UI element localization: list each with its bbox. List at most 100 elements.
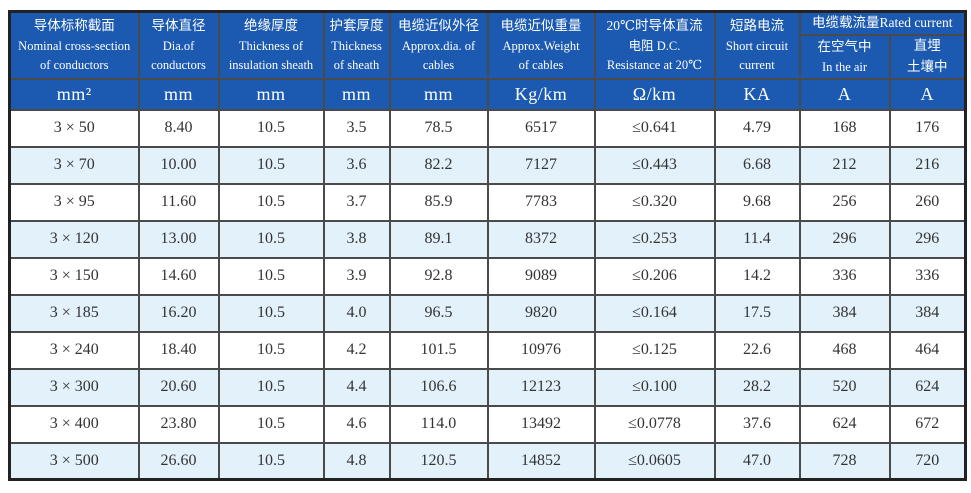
table-cell: 3 × 400 (8, 404, 140, 444)
col-header-zh: 短路电流 (730, 18, 784, 34)
table-cell: 336 (888, 256, 967, 296)
table-cell: 9820 (486, 293, 596, 333)
table-cell: 336 (798, 256, 891, 296)
col-header-approx-weight: 电缆近似重量 Approx.Weight of cables (486, 10, 596, 80)
table-cell: 10.00 (137, 145, 220, 185)
col-header-zh: 导体标称截面 (33, 18, 115, 34)
table-cell: 6517 (486, 108, 596, 148)
table-cell: 4.6 (322, 404, 391, 444)
table-cell: 9089 (486, 256, 596, 296)
col-header-zh: 导体直径 (151, 18, 206, 34)
unit-cell: Ω/km (593, 77, 716, 111)
table-cell: ≤0.0605 (593, 441, 716, 481)
table-cell: 624 (888, 367, 967, 407)
header-row-units: mm² mm mm mm mm Kg/km Ω/km KA A A (8, 77, 967, 111)
subheader-zh: 在空气中 (817, 39, 872, 54)
table-cell: 82.2 (388, 145, 489, 185)
header-row-sub: 在空气中 In the air 直埋 土壤中 (10, 33, 967, 80)
table-cell: 3 × 95 (8, 182, 140, 222)
table-row: 3 × 95 11.60 10.5 3.7 85.9 7783 ≤0.320 9.68 256 2… (8, 182, 967, 222)
table-cell: 3.5 (322, 108, 391, 148)
col-header-zh: 护套厚度 (329, 18, 384, 34)
table-cell: 14.60 (137, 256, 220, 296)
subheader-en: In the air (821, 59, 868, 74)
table-cell: 256 (798, 182, 891, 222)
table-cell: 120.5 (388, 441, 489, 481)
col-header-en1: Approx.Weight (502, 39, 580, 54)
table-cell: 14.2 (713, 256, 801, 296)
table-cell: 3 × 300 (8, 367, 140, 407)
table-cell: 10.5 (217, 404, 325, 444)
table-cell: 85.9 (388, 182, 489, 222)
table-cell: 10.5 (217, 293, 325, 333)
table-cell: 10.5 (217, 441, 325, 481)
table-cell: 10.5 (217, 182, 325, 222)
col-header-zh: 绝缘厚度 (244, 18, 298, 34)
table-row: 3 × 120 13.00 10.5 3.8 89.1 8372 ≤0.253 11.4 296… (8, 219, 967, 259)
table-cell: 720 (888, 441, 967, 481)
table-cell: 11.4 (713, 219, 801, 259)
table-cell: 7783 (486, 182, 596, 222)
col-header-nominal-cross-section: 导体标称截面 Nominal cross-section of conducto… (8, 10, 140, 80)
table-cell: ≤0.641 (593, 108, 716, 148)
table-cell: 384 (888, 293, 967, 333)
col-header-en1: Short circuit (725, 39, 789, 54)
col-header-buried-in-soil: 直埋 土壤中 (888, 33, 967, 80)
table-cell: 26.60 (137, 441, 220, 481)
table-row: 3 × 185 16.20 10.5 4.0 96.5 9820 ≤0.164 17.5 384… (8, 293, 967, 333)
unit-cell: mm (137, 77, 220, 111)
table-cell: 4.79 (713, 108, 801, 148)
col-header-en1: Dia.of (162, 39, 195, 54)
table-cell: 14852 (486, 441, 596, 481)
table-cell: 3 × 50 (8, 108, 140, 148)
table-cell: 3.6 (322, 145, 391, 185)
table-header: 导体标称截面 Nominal cross-section of conducto… (8, 10, 967, 111)
table-cell: 101.5 (388, 330, 489, 370)
table-cell: 106.6 (388, 367, 489, 407)
col-header-approx-diameter: 电缆近似外径 Approx.dia. of cables (388, 10, 489, 80)
table-cell: 114.0 (388, 404, 489, 444)
table-cell: 3 × 240 (8, 330, 140, 370)
table-cell: 10976 (486, 330, 596, 370)
table-cell: 9.68 (713, 182, 801, 222)
table-cell: 168 (798, 108, 891, 148)
table-cell: ≤0.206 (593, 256, 716, 296)
table-cell: 3.8 (322, 219, 391, 259)
table-cell: 4.2 (322, 330, 391, 370)
table-cell: 47.0 (713, 441, 801, 481)
table-cell: 20.60 (137, 367, 220, 407)
table-cell: 4.0 (322, 293, 391, 333)
unit-cell: mm² (8, 77, 140, 111)
table-cell: 176 (888, 108, 967, 148)
table-cell: 10.5 (217, 330, 325, 370)
col-header-zh: 20℃时导体直流 (606, 18, 703, 34)
col-header-en2: of conductors (40, 57, 109, 72)
table-cell: 728 (798, 441, 891, 481)
table-cell: 296 (888, 219, 967, 259)
col-header-short-circuit-current: 短路电流 Short circuit current (713, 10, 801, 80)
table-cell: 464 (888, 330, 967, 370)
table-cell: 468 (798, 330, 891, 370)
header-row-top: 导体标称截面 Nominal cross-section of conducto… (8, 10, 967, 80)
table-cell: ≤0.100 (593, 367, 716, 407)
table-row: 3 × 50 8.40 10.5 3.5 78.5 6517 ≤0.641 4.79 168 17… (8, 108, 967, 148)
table-cell: 28.2 (713, 367, 801, 407)
table-row: 3 × 300 20.60 10.5 4.4 106.6 12123 ≤0.100 28.2 5… (8, 367, 967, 407)
table-cell: 96.5 (388, 293, 489, 333)
col-header-en1: 电阻 D.C. (628, 39, 681, 54)
col-header-zh: 电缆近似重量 (500, 18, 582, 34)
table-cell: 7127 (486, 145, 596, 185)
table-cell: ≤0.164 (593, 293, 716, 333)
table-cell: 16.20 (137, 293, 220, 333)
cable-spec-table: 导体标称截面 Nominal cross-section of conducto… (8, 10, 967, 482)
table-cell: 23.80 (137, 404, 220, 444)
col-header-conductor-diameter: 导体直径 Dia.of conductors (137, 10, 220, 80)
table-cell: 260 (888, 182, 967, 222)
table-cell: 18.40 (137, 330, 220, 370)
table-row: 3 × 400 23.80 10.5 4.6 114.0 13492 ≤0.0778 37.6… (8, 404, 967, 444)
table-cell: ≤0.0778 (593, 404, 716, 444)
col-header-rated-current-group: 电缆载流量Rated current (798, 10, 967, 36)
table-cell: 3.9 (322, 256, 391, 296)
table-row: 3 × 70 10.00 10.5 3.6 82.2 7127 ≤0.443 6.68 212 2… (8, 145, 967, 185)
table-cell: 3 × 500 (8, 441, 140, 481)
